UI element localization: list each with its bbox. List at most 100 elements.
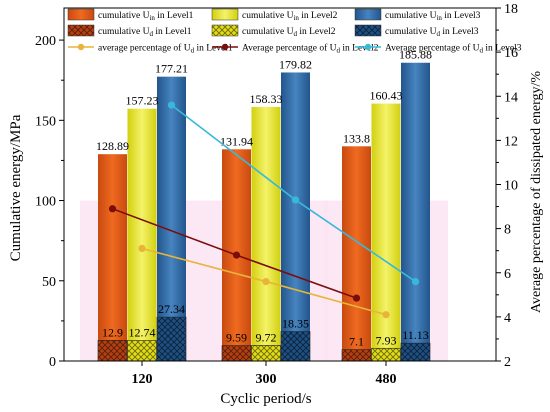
bar-label-uin2: 157.23 [126, 94, 159, 108]
bar-ud1 [341, 349, 372, 362]
y2-tick-label: 8 [504, 223, 511, 238]
y2-tick-label: 16 [504, 46, 518, 61]
y2-axis-label: Average percentage of dissipated energy/… [529, 71, 544, 313]
bar-label-ud2: 7.93 [376, 333, 397, 347]
bar-label-uin3: 179.82 [279, 57, 312, 71]
point-avg1 [262, 277, 270, 286]
bar-label-uin1: 131.94 [220, 134, 253, 148]
bar-label-uin2: 160.43 [370, 89, 403, 103]
legend-swatch-uin3 [354, 8, 382, 21]
bar-ud1 [221, 345, 252, 362]
bar-label-ud1: 9.59 [226, 331, 247, 345]
legend-subscript: in [149, 14, 155, 22]
point-avg2 [352, 294, 361, 302]
legend-subscript: d [337, 47, 341, 55]
legend-text: in Level3 [442, 11, 481, 21]
x-tick-label: 120 [132, 372, 153, 387]
legend-label-ud3: cumulative Ud in Level3 [385, 27, 479, 38]
y-axis-ticks: 0 50 100 150 200 [35, 34, 64, 370]
point-avg3 [411, 277, 420, 286]
legend-text: cumulative U [98, 27, 150, 37]
point-avg3 [291, 196, 300, 204]
legend-subscript: d [480, 47, 484, 55]
bar-label-ud1: 7.1 [349, 335, 364, 349]
legend-text: in Level3 [483, 44, 522, 54]
bar-uin1 [98, 154, 127, 361]
x-axis-label: Cyclic period/s [220, 391, 311, 407]
legend: cumulative Uin in Level1 cumulative Uin i… [67, 8, 522, 55]
legend-text: in Level2 [297, 27, 336, 37]
legend-text: in Level1 [153, 27, 192, 37]
bar-label-uin3: 177.21 [155, 62, 188, 76]
bar-label-ud3: 18.35 [282, 317, 309, 331]
legend-label-uin3: cumulative Uin in Level3 [385, 11, 481, 22]
bar-uin3 [401, 62, 430, 361]
bar-ud2 [127, 340, 157, 362]
legend-text: Average percentage of U [385, 43, 480, 54]
point-avg2 [232, 251, 241, 259]
legend-label-avg3: Average percentage of Ud in Level3 [385, 43, 522, 55]
legend-marker-avg2 [221, 43, 229, 51]
y-axis-label: Cumulative energy/MPa [8, 114, 24, 261]
legend-subscript: d [149, 30, 153, 38]
y-tick-label: 100 [35, 195, 56, 210]
legend-text: in Level2 [340, 44, 379, 54]
legend-text: cumulative U [242, 11, 294, 21]
legend-label-uin2: cumulative Uin in Level2 [242, 11, 338, 22]
legend-subscript: d [191, 47, 195, 55]
legend-text: cumulative U [385, 27, 437, 37]
point-avg2 [108, 205, 117, 213]
point-avg3 [167, 101, 176, 109]
point-avg1 [382, 311, 390, 319]
legend-text: average percentage of U [98, 43, 191, 54]
bar-label-ud2: 9.72 [256, 330, 277, 344]
bar-ud2 [251, 345, 281, 362]
legend-text: in Level1 [155, 11, 194, 21]
bar-label-uin2: 158.33 [250, 92, 283, 106]
y2-tick-label: 18 [504, 2, 518, 17]
legend-text: cumulative U [385, 11, 437, 21]
bar-label-uin1: 133.8 [343, 131, 370, 145]
legend-subscript: in [293, 14, 299, 22]
bar-ud3 [156, 316, 187, 362]
bar-uin3 [157, 76, 186, 361]
y-tick-label: 0 [49, 355, 56, 370]
legend-text: cumulative U [98, 11, 150, 21]
y2-tick-label: 10 [504, 179, 518, 194]
bar-labels: 128.89 131.94 133.8 157.23 158.33 160.43 177.2… [96, 48, 432, 349]
bar-ud2 [371, 347, 401, 362]
legend-text: in Level1 [194, 44, 233, 54]
bar-uin3 [281, 72, 310, 361]
y-tick-label: 200 [35, 34, 56, 49]
y-tick-label: 50 [42, 275, 56, 290]
legend-marker-avg1 [77, 43, 85, 51]
legend-subscript: d [436, 30, 440, 38]
y2-tick-label: 12 [504, 134, 518, 149]
bar-label-ud2: 12.74 [129, 326, 156, 340]
y2-axis-ticks: 2 4 6 8 10 12 14 16 18 [496, 2, 518, 370]
bar-label-ud3: 11.13 [402, 328, 429, 342]
y2-tick-label: 2 [504, 355, 511, 370]
legend-text: Average percentage of U [242, 43, 337, 54]
x-tick-label: 480 [376, 372, 397, 387]
bar-label-ud3: 27.34 [158, 302, 185, 316]
y2-tick-label: 14 [504, 90, 518, 105]
legend-label-ud1: cumulative Ud in Level1 [98, 27, 192, 38]
legend-text: in Level2 [299, 11, 338, 21]
bar-ud3 [400, 342, 431, 362]
legend-subscript: d [293, 30, 297, 38]
x-axis-ticks: 120 300 480 [132, 361, 397, 387]
bar-label-ud1: 12.9 [102, 325, 123, 339]
legend-label-avg2: Average percentage of Ud in Level2 [242, 43, 379, 55]
legend-swatch-ud1 [67, 24, 95, 37]
y-tick-label: 150 [35, 114, 56, 129]
bar-uin2 [251, 106, 281, 361]
legend-label-avg1: average percentage of Ud in Level1 [98, 43, 233, 55]
bar-label-uin1: 128.89 [96, 139, 129, 153]
bar-uin2 [371, 103, 401, 362]
bar-ud3 [280, 331, 311, 362]
bar-uin2 [127, 108, 157, 361]
legend-marker-avg3 [364, 43, 372, 51]
legend-swatch-ud3 [354, 24, 382, 37]
